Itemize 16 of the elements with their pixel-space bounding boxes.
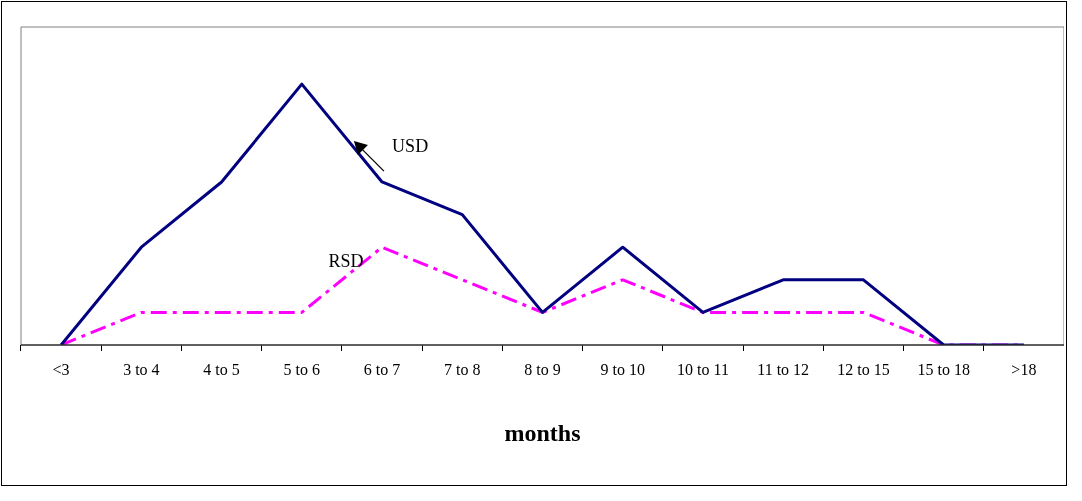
- x-tick-label: >18: [1011, 360, 1037, 378]
- x-tick-label: 3 to 4: [123, 360, 160, 378]
- series-label: USD: [392, 135, 429, 156]
- x-tick-label: 4 to 5: [203, 360, 240, 378]
- series-label: RSD: [328, 250, 364, 271]
- x-axis-title: months: [504, 419, 581, 446]
- x-tick-label: 6 to 7: [363, 360, 401, 378]
- x-tick-label: 5 to 6: [283, 360, 321, 378]
- x-tick-label: 10 to 11: [677, 360, 729, 378]
- x-tick-label: 9 to 10: [600, 360, 645, 378]
- x-tick-label: 8 to 9: [524, 360, 561, 378]
- x-tick-label: <3: [52, 360, 70, 378]
- x-tick-label: 11 to 12: [757, 360, 810, 378]
- x-tick-label: 15 to 18: [917, 360, 970, 378]
- x-tick-label: 7 to 8: [444, 360, 481, 378]
- x-tick-label: 12 to 15: [837, 360, 890, 378]
